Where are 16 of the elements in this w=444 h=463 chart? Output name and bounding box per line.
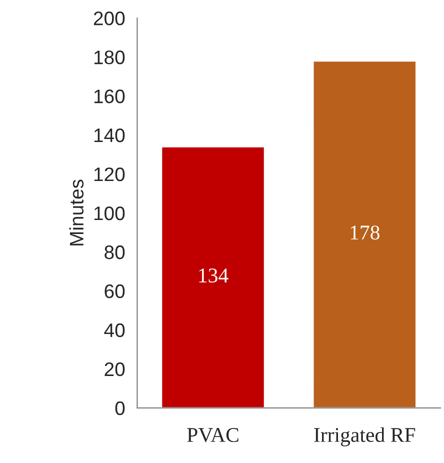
y-tick-label: 180 <box>94 50 125 64</box>
y-tick-label: 140 <box>94 128 125 142</box>
y-tick-label: 80 <box>104 245 125 260</box>
data-label: 134 <box>199 268 228 283</box>
y-tick-label: 200 <box>94 12 125 26</box>
y-tick-label: 100 <box>94 206 125 220</box>
data-label: 178 <box>350 226 380 240</box>
y-tick-label: 0 <box>115 401 125 416</box>
y-tick-label: 160 <box>94 89 125 104</box>
y-tick-label: 120 <box>94 167 125 182</box>
y-tick-label: 40 <box>104 323 125 338</box>
y-tick-label: 60 <box>104 284 125 298</box>
x-tick-label: Irrigated RF <box>314 427 416 446</box>
y-tick-label: 20 <box>104 362 125 376</box>
x-tick-label: PVAC <box>187 428 238 442</box>
y-axis-title: Minutes <box>69 180 84 246</box>
